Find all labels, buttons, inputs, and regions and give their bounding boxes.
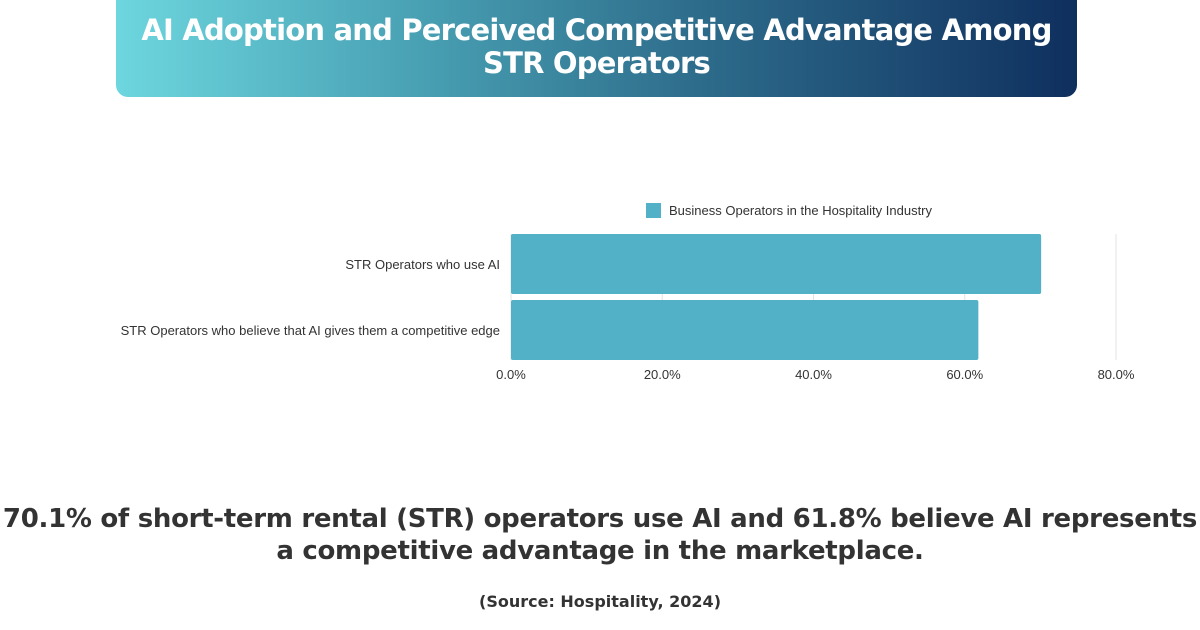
x-tick-label: 60.0% xyxy=(946,367,983,382)
x-tick-label: 80.0% xyxy=(1098,367,1135,382)
title-banner xyxy=(116,0,1077,97)
x-tick-label: 20.0% xyxy=(644,367,681,382)
legend-swatch xyxy=(646,203,661,218)
source-text: (Source: Hospitality, 2024) xyxy=(479,592,721,611)
y-category-label: STR Operators who believe that AI gives … xyxy=(121,323,500,338)
bar xyxy=(511,234,1042,294)
chart-title: AI Adoption and Perceived Competitive Ad… xyxy=(141,13,1052,80)
summary-text: 70.1% of short-term rental (STR) operato… xyxy=(2,504,1198,566)
x-tick-label: 40.0% xyxy=(795,367,832,382)
x-tick-label: 0.0% xyxy=(496,367,526,382)
bar xyxy=(511,300,979,360)
y-category-label: STR Operators who use AI xyxy=(345,257,500,272)
legend-label: Business Operators in the Hospitality In… xyxy=(669,203,933,218)
